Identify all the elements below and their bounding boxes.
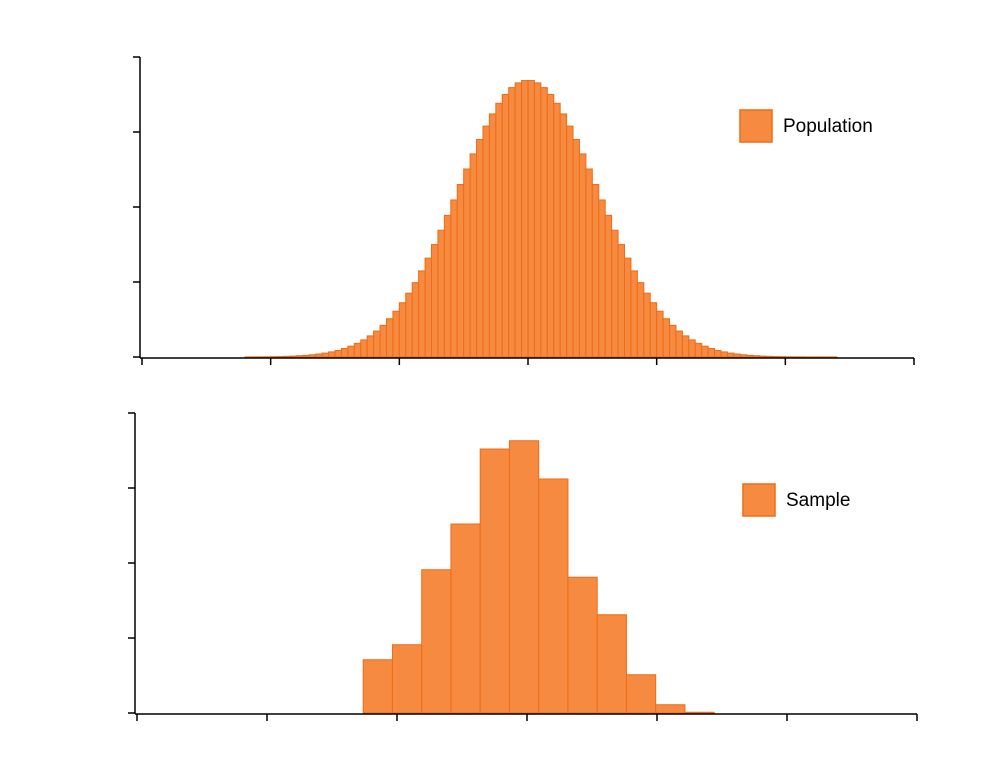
bar (656, 310, 664, 358)
bar (533, 82, 542, 358)
bar (585, 168, 593, 358)
legend-swatch (742, 483, 776, 517)
bar (759, 355, 767, 358)
bar (643, 292, 651, 358)
bar (508, 87, 516, 358)
bar (553, 102, 561, 358)
bar (649, 302, 658, 358)
legend-label: Population (783, 116, 873, 137)
bar (456, 184, 465, 358)
bar (482, 125, 490, 358)
bar (572, 139, 580, 358)
bar (655, 704, 686, 714)
bar (315, 353, 323, 358)
bar (362, 659, 393, 714)
bar (476, 139, 484, 358)
bar (540, 87, 548, 358)
bar (488, 113, 497, 358)
bar (379, 324, 387, 358)
bar (684, 711, 715, 714)
bar (398, 302, 407, 358)
bar (431, 244, 439, 358)
bar (566, 125, 574, 358)
bar (411, 282, 420, 358)
bar (328, 351, 336, 358)
bar (385, 318, 394, 358)
bar (508, 440, 540, 714)
bar (308, 354, 317, 358)
bar (636, 282, 645, 358)
bar (733, 353, 741, 358)
bar (567, 576, 598, 714)
bar (527, 80, 535, 358)
bar (347, 345, 355, 358)
bar (521, 80, 529, 358)
bar (688, 339, 696, 358)
bar (546, 93, 555, 358)
bar (675, 330, 683, 358)
bar (463, 168, 471, 358)
bar (373, 330, 381, 358)
bar (353, 342, 362, 358)
bar (443, 214, 452, 358)
bar (694, 342, 703, 358)
bar (538, 478, 569, 714)
bar (392, 310, 400, 358)
bar (514, 82, 523, 358)
bar (596, 614, 627, 714)
bar (321, 352, 330, 358)
bar (752, 355, 761, 358)
bar (340, 347, 349, 358)
bar (598, 199, 606, 358)
bar (450, 523, 481, 714)
bar (707, 347, 716, 358)
bar (289, 355, 297, 358)
bar (360, 339, 368, 358)
bar (450, 199, 458, 358)
bar (501, 93, 510, 358)
bar (701, 345, 709, 358)
bar (625, 674, 657, 714)
bar (424, 257, 433, 358)
bar (624, 257, 632, 358)
bar (437, 229, 445, 358)
bar (714, 349, 722, 358)
bar (495, 102, 503, 358)
bar (405, 292, 413, 358)
bar (591, 184, 600, 358)
bar (334, 349, 342, 358)
bar (578, 153, 587, 358)
bar (726, 352, 735, 358)
bar (617, 244, 625, 358)
histogram-panel: Sample (128, 412, 918, 721)
bar (681, 335, 690, 358)
bar (720, 351, 728, 358)
bar (302, 354, 310, 358)
bar (469, 153, 478, 358)
legend-label: Sample (786, 490, 850, 511)
bar (418, 270, 426, 358)
bar (295, 355, 304, 358)
bar (421, 569, 452, 714)
bar (746, 354, 754, 358)
bar (662, 318, 671, 358)
legend-swatch (739, 109, 773, 143)
bar (669, 324, 677, 358)
bar (479, 448, 510, 714)
bar (559, 113, 568, 358)
bar (366, 335, 375, 358)
bar (283, 355, 291, 358)
bar (604, 214, 613, 358)
histogram-panel: Population (133, 56, 915, 365)
bar (611, 229, 619, 358)
bar (391, 644, 423, 714)
bar (765, 355, 773, 358)
bar (630, 270, 638, 358)
bar (739, 354, 748, 358)
